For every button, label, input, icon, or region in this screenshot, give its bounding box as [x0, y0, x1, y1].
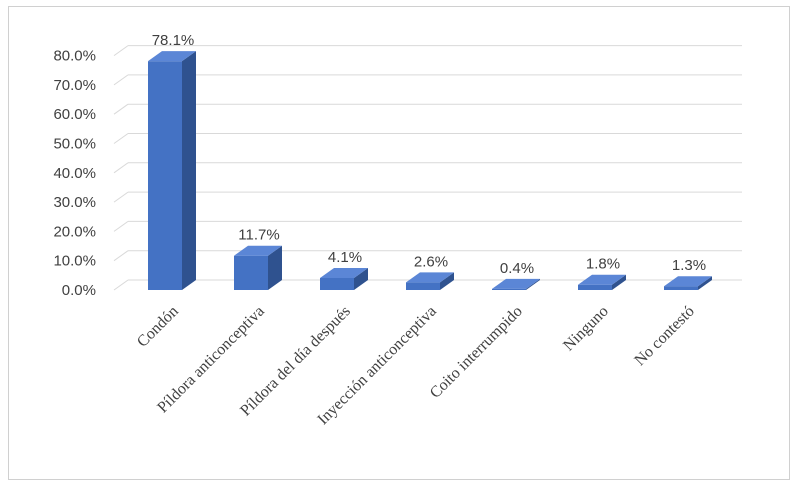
bar-top	[320, 267, 368, 278]
bar-front	[492, 288, 526, 290]
y-tick-label: 30.0%	[53, 194, 96, 211]
bar-front	[578, 284, 612, 290]
bar-side	[354, 267, 368, 290]
bar-front	[234, 255, 268, 290]
bar-front	[148, 61, 182, 291]
y-tick-label: 20.0%	[53, 223, 96, 240]
gridline-diagonal	[113, 162, 129, 174]
bar-top	[578, 274, 626, 285]
gridlines	[113, 45, 742, 291]
bar	[148, 51, 196, 291]
data-label: 2.6%	[414, 253, 448, 270]
data-label: 78.1%	[152, 32, 195, 49]
data-label: 0.4%	[500, 260, 534, 277]
bar-front	[406, 282, 440, 290]
bar	[234, 245, 282, 290]
bar	[406, 272, 454, 290]
y-tick-label: 40.0%	[53, 165, 96, 182]
y-tick-label: 80.0%	[53, 48, 96, 65]
bar-side	[440, 272, 454, 290]
y-tick-label: 70.0%	[53, 77, 96, 94]
gridline-diagonal	[113, 74, 129, 86]
gridline-diagonal	[113, 250, 129, 262]
x-tick-label: No contestó	[631, 303, 697, 369]
bar-side	[612, 274, 626, 290]
bar-top	[148, 51, 196, 62]
gridline-diagonal	[113, 103, 129, 115]
bar-top	[492, 278, 540, 289]
bar	[492, 278, 540, 290]
bar-top	[234, 245, 282, 256]
bar-top	[664, 276, 712, 287]
chart-frame	[8, 6, 790, 480]
data-label: 1.3%	[672, 257, 706, 274]
bar-side	[526, 278, 540, 290]
bar	[320, 267, 368, 290]
data-label: 11.7%	[238, 227, 279, 244]
bars	[148, 51, 712, 291]
gridline-diagonal	[113, 45, 129, 57]
bar-front	[320, 277, 354, 290]
y-tick-label: 60.0%	[53, 106, 96, 123]
bar	[578, 274, 626, 290]
data-label: 4.1%	[328, 249, 362, 266]
gridline-diagonal	[113, 191, 129, 203]
bar-front	[664, 286, 698, 290]
x-tick-label: Coito interrumpido	[427, 303, 526, 402]
x-tick-label: Condón	[134, 303, 182, 351]
x-tick-label: Ninguno	[560, 303, 612, 355]
gridline-diagonal	[113, 220, 129, 232]
y-axis-ticks: 0.0% 10.0% 20.0% 30.0% 40.0% 50.0% 60.0% 70.0% 8…	[53, 48, 96, 299]
bar-side	[182, 51, 196, 291]
gridline-diagonal	[113, 279, 129, 291]
bar-top	[406, 272, 454, 283]
y-tick-label: 10.0%	[53, 253, 96, 270]
bar-side	[698, 276, 712, 290]
y-tick-label: 0.0%	[62, 282, 96, 299]
data-label: 1.8%	[586, 256, 620, 273]
y-tick-label: 50.0%	[53, 136, 96, 153]
gridline-diagonal	[113, 133, 129, 144]
bar-side	[268, 245, 282, 290]
data-labels: 78.1% 11.7% 4.1% 2.6% 0.4% 1.8% 1.3%	[152, 32, 706, 277]
bar	[664, 276, 712, 290]
